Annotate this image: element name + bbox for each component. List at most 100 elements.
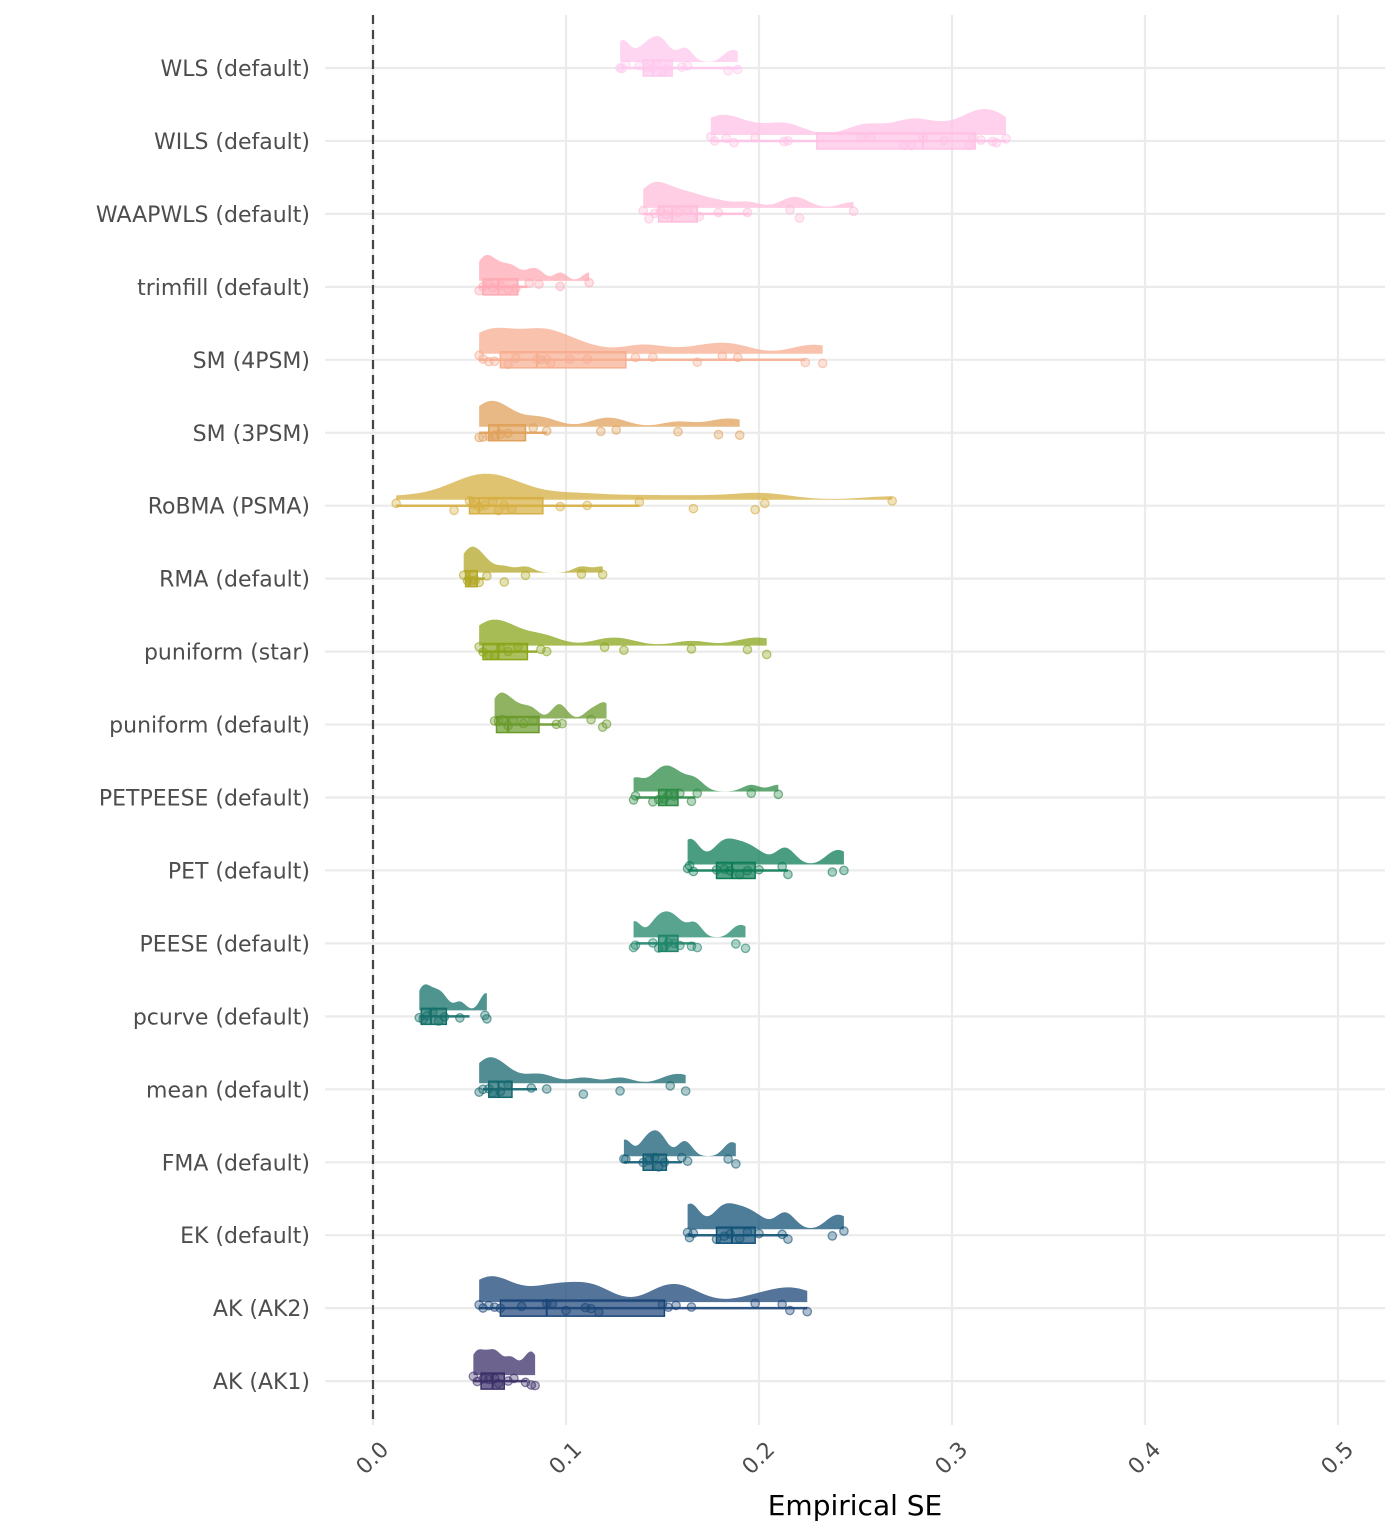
- data-point: [777, 861, 788, 872]
- data-point: [391, 498, 402, 509]
- x-tick-label: 0.2: [738, 1437, 780, 1479]
- data-point: [734, 430, 745, 440]
- data-point: [856, 132, 867, 143]
- data-point: [520, 570, 531, 581]
- series-wils-default: [705, 108, 1011, 151]
- series-peese-default: [628, 911, 751, 954]
- data-point: [586, 1303, 596, 1314]
- data-point: [682, 1156, 693, 1166]
- data-point: [630, 940, 641, 951]
- data-point: [495, 429, 506, 440]
- x-axis-ticks: 0.0 0.1 0.2 0.3 0.4 0.5: [352, 1437, 1359, 1479]
- y-tick-label: puniform (star): [144, 641, 310, 666]
- density-cloud: [687, 1203, 844, 1230]
- density-cloud: [479, 327, 823, 354]
- series-ak-ak1: [468, 1349, 540, 1391]
- x-tick-label: 0.1: [545, 1437, 587, 1479]
- data-point: [534, 279, 544, 289]
- data-point: [593, 1307, 604, 1318]
- data-point: [673, 426, 683, 437]
- data-point: [507, 504, 517, 515]
- data-point: [503, 646, 513, 657]
- density-cloud: [463, 546, 603, 573]
- density-cloud: [687, 838, 844, 865]
- data-point: [750, 504, 760, 515]
- data-point: [555, 501, 566, 512]
- data-point: [530, 1380, 540, 1391]
- data-point: [692, 357, 703, 368]
- data-point: [759, 498, 770, 509]
- density-cloud: [494, 692, 607, 719]
- data-point: [541, 426, 552, 436]
- data-point: [991, 137, 1002, 148]
- data-point: [777, 1299, 788, 1310]
- data-point: [734, 869, 745, 880]
- data-point: [509, 1373, 519, 1384]
- data-point: [634, 60, 645, 71]
- y-tick-label: SM (4PSM): [193, 349, 310, 374]
- data-point: [730, 1158, 741, 1169]
- data-point: [516, 1301, 527, 1312]
- data-point: [688, 503, 699, 514]
- data-point: [503, 284, 513, 295]
- data-point: [495, 643, 506, 653]
- y-tick-label: EK (default): [180, 1224, 310, 1249]
- y-tick-label: AK (AK2): [213, 1297, 310, 1322]
- density-cloud: [479, 1276, 808, 1303]
- data-point: [742, 644, 753, 655]
- density-cloud: [479, 400, 740, 427]
- data-point: [499, 500, 510, 511]
- data-point: [680, 1086, 691, 1096]
- y-tick-label: PETPEESE (default): [99, 787, 310, 812]
- data-point: [601, 719, 612, 729]
- data-point: [528, 423, 539, 433]
- data-point: [721, 133, 732, 144]
- data-point: [651, 58, 662, 69]
- data-point: [976, 135, 986, 145]
- data-point: [638, 205, 649, 216]
- data-point: [597, 569, 608, 580]
- data-point: [524, 278, 535, 289]
- data-point: [630, 352, 641, 363]
- data-point: [887, 496, 898, 506]
- data-point: [634, 497, 645, 507]
- y-tick-label: mean (default): [146, 1078, 310, 1103]
- box: [482, 642, 529, 661]
- y-tick-label: RoBMA (PSMA): [148, 495, 310, 520]
- data-point: [620, 1154, 631, 1165]
- data-point: [742, 865, 753, 876]
- data-point: [582, 354, 593, 365]
- data-point: [439, 1012, 450, 1022]
- data-point: [675, 788, 685, 799]
- data-point: [599, 642, 610, 653]
- data-point: [723, 65, 733, 76]
- box: [482, 278, 519, 296]
- series-group: [391, 36, 1011, 1391]
- data-point: [783, 1234, 793, 1244]
- data-point: [717, 351, 728, 361]
- data-point: [783, 135, 793, 146]
- data-point: [474, 577, 484, 588]
- data-point: [427, 1007, 438, 1017]
- data-point: [449, 505, 459, 516]
- data-point: [503, 359, 513, 370]
- data-point: [561, 1305, 571, 1316]
- data-point: [746, 788, 757, 799]
- data-point: [649, 1152, 660, 1163]
- series-robma-psma: [391, 473, 898, 516]
- data-point: [713, 429, 724, 440]
- data-point: [493, 1378, 504, 1389]
- data-point: [526, 1083, 537, 1093]
- data-point: [785, 204, 795, 215]
- y-tick-label: WAAPWLS (default): [96, 203, 310, 228]
- data-point: [866, 131, 876, 142]
- data-point: [686, 644, 697, 654]
- y-tick-label: RMA (default): [159, 568, 310, 593]
- y-tick-label: puniform (default): [109, 714, 310, 739]
- data-point: [518, 718, 529, 729]
- data-point: [918, 132, 928, 143]
- y-tick-label: trimfill (default): [137, 276, 310, 301]
- data-point: [586, 714, 596, 725]
- x-tick-label: 0.5: [1317, 1437, 1359, 1479]
